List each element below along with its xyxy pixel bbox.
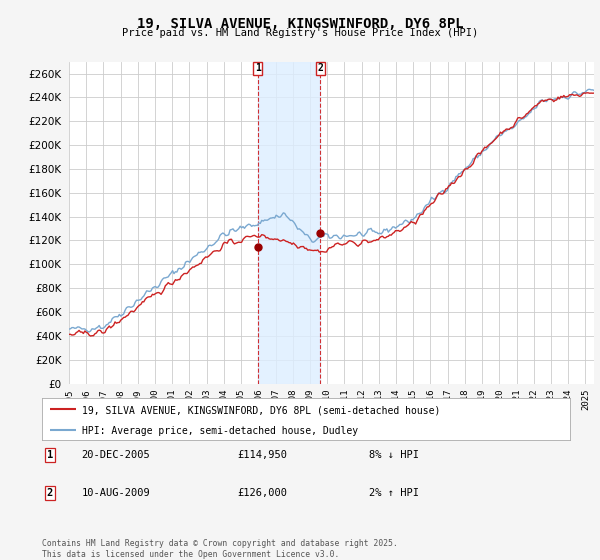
Text: £126,000: £126,000: [238, 488, 287, 498]
Text: 10-AUG-2009: 10-AUG-2009: [82, 488, 151, 498]
Text: HPI: Average price, semi-detached house, Dudley: HPI: Average price, semi-detached house,…: [82, 426, 358, 436]
Bar: [258, 62, 320, 384]
Text: 19, SILVA AVENUE, KINGSWINFORD, DY6 8PL: 19, SILVA AVENUE, KINGSWINFORD, DY6 8PL: [137, 17, 463, 31]
Text: Contains HM Land Registry data © Crown copyright and database right 2025.
This d: Contains HM Land Registry data © Crown c…: [42, 539, 398, 559]
Text: 19, SILVA AVENUE, KINGSWINFORD, DY6 8PL (semi-detached house): 19, SILVA AVENUE, KINGSWINFORD, DY6 8PL …: [82, 405, 440, 415]
Text: 2: 2: [317, 63, 323, 73]
Text: 2: 2: [47, 488, 53, 498]
Text: 8% ↓ HPI: 8% ↓ HPI: [370, 450, 419, 460]
Text: 1: 1: [47, 450, 53, 460]
Text: Price paid vs. HM Land Registry's House Price Index (HPI): Price paid vs. HM Land Registry's House …: [122, 28, 478, 38]
Text: 2% ↑ HPI: 2% ↑ HPI: [370, 488, 419, 498]
Text: £114,950: £114,950: [238, 450, 287, 460]
Text: 20-DEC-2005: 20-DEC-2005: [82, 450, 151, 460]
Text: 1: 1: [255, 63, 261, 73]
